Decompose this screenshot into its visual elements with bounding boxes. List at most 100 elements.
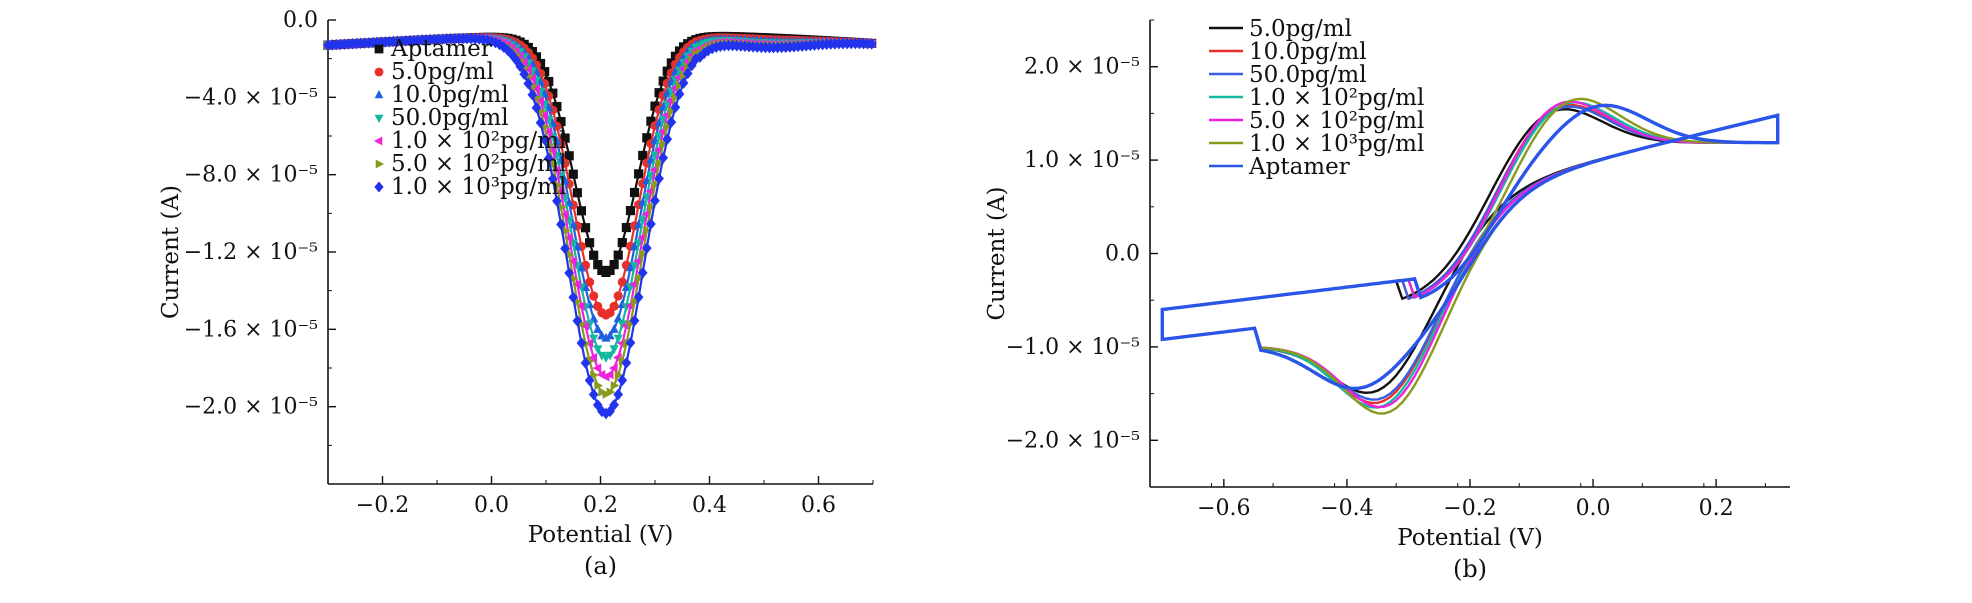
- data-point-marker: [588, 352, 598, 363]
- data-point-marker: [645, 186, 655, 197]
- data-point-marker: [662, 133, 673, 145]
- data-point-marker: [635, 273, 644, 283]
- data-point-marker: [543, 127, 553, 137]
- data-point-marker: [545, 139, 555, 150]
- data-point-marker: [563, 233, 573, 243]
- data-point-marker: [523, 77, 534, 90]
- panel-b-chart: −0.6 −0.4 −0.2 0.0 0.2 2.0 × 10⁻⁵ 1.0 × 10⁻⁵ 0.…: [984, 16, 1790, 583]
- data-point-marker: [618, 356, 628, 366]
- data-point-marker: [629, 187, 640, 198]
- data-point-marker: [676, 80, 685, 90]
- x-tick-label: −0.2: [1443, 496, 1496, 521]
- data-point-marker: [564, 151, 574, 161]
- data-point-marker: [606, 387, 616, 397]
- legend-label: 5.0pg/ml: [391, 59, 494, 85]
- x-axis-label: Potential (V): [1397, 525, 1543, 551]
- legend-label: 10.0pg/ml: [391, 82, 509, 108]
- data-point-marker: [625, 337, 636, 349]
- data-point-marker: [682, 67, 693, 80]
- data-point-marker: [633, 291, 644, 303]
- legend-marker: [374, 181, 384, 193]
- series-group: [323, 32, 877, 420]
- data-point-marker: [584, 374, 595, 387]
- y-tick-label: 1.0 × 10⁻⁵: [1024, 148, 1140, 173]
- data-point-marker: [580, 357, 591, 369]
- legend-label: 50.0pg/ml: [391, 105, 509, 131]
- y-tick-label: −1.6 × 10⁻⁵: [184, 317, 318, 342]
- data-point-marker: [593, 324, 603, 333]
- data-point-marker: [629, 314, 640, 327]
- data-point-marker: [592, 363, 602, 373]
- x-tick-label: 0.2: [583, 493, 618, 518]
- data-point-marker: [641, 209, 651, 219]
- y-tick-label: −4.0 × 10⁻⁵: [184, 85, 318, 110]
- data-point-marker: [568, 169, 578, 179]
- data-point-marker: [507, 48, 517, 61]
- data-point-marker: [535, 116, 546, 129]
- x-tick-label: 0.0: [1576, 496, 1611, 521]
- legend-label: 1.0 × 10²pg/ml: [1249, 85, 1424, 111]
- legend-marker: [373, 136, 383, 146]
- data-point-marker: [543, 152, 554, 165]
- data-point-marker: [555, 187, 565, 197]
- data-point-marker: [639, 249, 649, 259]
- data-point-marker: [641, 242, 652, 254]
- data-point-marker: [610, 380, 620, 391]
- x-tick-label: 0.4: [692, 493, 727, 518]
- legend-label: Aptamer: [1248, 154, 1350, 180]
- data-point-marker: [589, 250, 599, 260]
- data-point-marker: [647, 202, 657, 212]
- data-point-marker: [580, 321, 589, 331]
- data-point-marker: [551, 165, 561, 175]
- data-point-marker: [580, 223, 591, 233]
- data-point-marker: [667, 106, 677, 116]
- data-point-marker: [535, 96, 544, 106]
- data-point-marker: [609, 324, 619, 333]
- data-point-marker: [594, 381, 604, 391]
- y-tick-label: −2.0 × 10⁻⁵: [1006, 428, 1140, 453]
- data-point-marker: [609, 301, 619, 311]
- data-point-marker: [617, 277, 627, 287]
- y-axis-label: Current (A): [984, 187, 1010, 321]
- data-point-marker: [569, 273, 579, 284]
- y-tick-label: −1.2 × 10⁻⁵: [184, 240, 318, 265]
- legend-label: 1.0 × 10²pg/ml: [391, 128, 566, 154]
- data-point-marker: [590, 370, 599, 380]
- data-point-marker: [522, 64, 532, 74]
- y-tick-label: 2.0 × 10⁻⁵: [1024, 55, 1140, 80]
- data-point-marker: [643, 225, 653, 236]
- data-point-marker: [617, 238, 627, 248]
- data-point-marker: [585, 238, 595, 248]
- data-point-marker: [518, 57, 528, 67]
- panel-caption: (a): [584, 552, 617, 580]
- legend-label: 1.0 × 10³pg/ml: [1249, 131, 1424, 157]
- legend-marker: [374, 89, 384, 99]
- data-point-marker: [691, 53, 701, 65]
- data-point-marker: [531, 83, 540, 94]
- x-tick-label: 0.0: [474, 493, 509, 518]
- data-point-marker: [557, 202, 567, 212]
- data-point-marker: [650, 194, 660, 207]
- data-point-marker: [631, 296, 640, 307]
- data-point-marker: [651, 179, 661, 190]
- y-tick-label: −2.0 × 10⁻⁵: [184, 395, 318, 420]
- data-point-marker: [671, 92, 681, 102]
- data-point-marker: [553, 180, 563, 190]
- data-point-marker: [539, 110, 549, 121]
- data-point-marker: [666, 116, 677, 128]
- data-point-marker: [621, 357, 632, 369]
- data-point-marker: [572, 315, 583, 327]
- data-point-marker: [658, 152, 669, 164]
- x-tick-label: 0.6: [801, 493, 836, 518]
- legend-label: 5.0 × 10²pg/ml: [391, 151, 566, 177]
- data-point-marker: [547, 145, 557, 155]
- data-point-marker: [609, 399, 619, 411]
- x-tick-label: −0.4: [1320, 496, 1373, 521]
- legend-marker: [374, 67, 384, 77]
- y-tick-label: −1.0 × 10⁻⁵: [1006, 335, 1140, 360]
- data-point-marker: [637, 232, 647, 243]
- data-point-marker: [617, 320, 627, 330]
- y-axis-label: Current (A): [158, 185, 184, 319]
- data-point-marker: [637, 266, 648, 279]
